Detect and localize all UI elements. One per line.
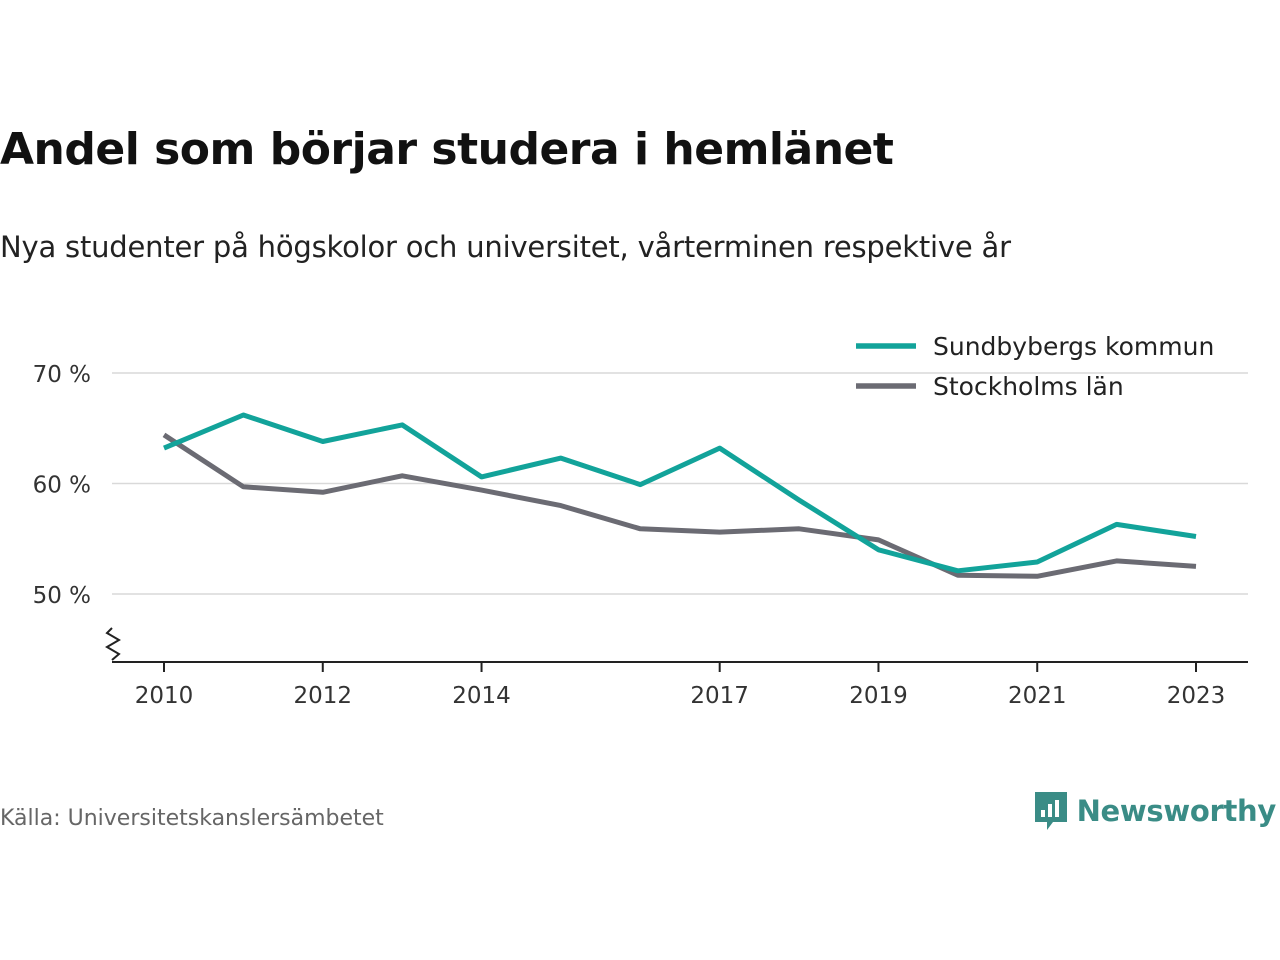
series-lines bbox=[162, 412, 1197, 579]
x-tick-label: 2021 bbox=[1008, 683, 1067, 709]
legend: Sundbybergs kommun Stockholms län bbox=[845, 322, 1230, 401]
legend-label-sundbyberg: Sundbybergs kommun bbox=[933, 332, 1214, 361]
chart-subtitle: Nya studenter på högskolor och universit… bbox=[0, 230, 1011, 264]
x-tick-label: 2012 bbox=[293, 683, 352, 709]
x-tick-label: 2010 bbox=[135, 683, 194, 709]
x-tick-label: 2019 bbox=[849, 683, 908, 709]
y-tick-label: 60 % bbox=[33, 473, 91, 499]
x-axis: 2010 2012 2014 2017 2019 2021 2023 bbox=[112, 661, 1248, 709]
source-note: Källa: Universitetskanslersämbetet bbox=[0, 806, 384, 831]
chart-title: Andel som börjar studera i hemlänet bbox=[0, 124, 894, 175]
series-line-stockholm bbox=[162, 432, 1197, 579]
series-line-sundbyberg bbox=[163, 412, 1197, 574]
newsworthy-logo: Newsworthy bbox=[1033, 790, 1276, 832]
y-tick-label: 50 % bbox=[33, 583, 91, 609]
axis-break-icon bbox=[105, 627, 121, 661]
y-tick-label: 70 % bbox=[33, 362, 91, 388]
newsworthy-logo-text: Newsworthy bbox=[1076, 794, 1277, 828]
x-tick-label: 2014 bbox=[452, 683, 511, 709]
legend-label-stockholm: Stockholms län bbox=[933, 372, 1124, 401]
x-tick-label: 2017 bbox=[690, 683, 749, 709]
x-tick-label: 2023 bbox=[1167, 683, 1226, 709]
newsworthy-logo-icon bbox=[1034, 792, 1067, 830]
grid-lines: 70 % 60 % 50 % bbox=[33, 362, 1248, 661]
